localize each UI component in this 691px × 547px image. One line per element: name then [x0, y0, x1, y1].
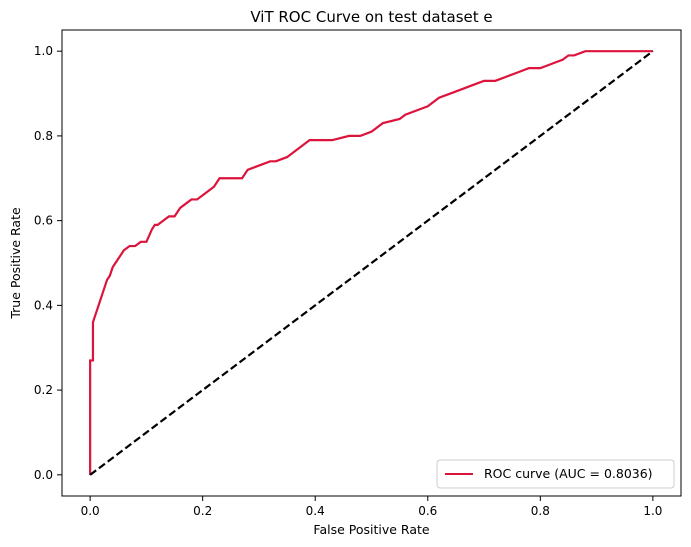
chart-title: ViT ROC Curve on test dataset e [250, 8, 492, 26]
x-axis-label: False Positive Rate [313, 522, 429, 537]
y-tick-label: 0.8 [34, 129, 53, 143]
chance-diagonal-line [89, 50, 654, 476]
x-tick-label: 0.6 [418, 504, 437, 518]
series-layer [89, 50, 654, 476]
x-tick-label: 0.8 [531, 504, 550, 518]
plot-area: 0.0 0.2 0.4 0.6 0.8 1.0 0.0 0.2 0.4 0.6 0.8 1.0 [34, 29, 682, 518]
y-tick-label: 0.2 [34, 383, 53, 397]
y-tick-label: 1.0 [34, 44, 53, 58]
x-tick-label: 0.4 [306, 504, 325, 518]
x-tick-label: 0.0 [81, 504, 100, 518]
plot-frame [61, 29, 682, 497]
y-tick-label: 0.6 [34, 214, 53, 228]
x-tick-label: 0.2 [193, 504, 212, 518]
y-axis-ticks: 0.0 0.2 0.4 0.6 0.8 1.0 [34, 44, 62, 482]
y-tick-label: 0.4 [34, 298, 53, 312]
legend-entry-roc-curve: ROC curve (AUC = 0.8036) [484, 466, 653, 481]
y-axis-label: True Positive Rate [8, 207, 23, 320]
legend: ROC curve (AUC = 0.8036) [436, 459, 675, 489]
legend-box [436, 459, 675, 489]
roc-curve-line [89, 50, 653, 475]
y-tick-label: 0.0 [34, 468, 53, 482]
x-axis-ticks: 0.0 0.2 0.4 0.6 0.8 1.0 [81, 496, 662, 518]
x-tick-label: 1.0 [643, 504, 662, 518]
